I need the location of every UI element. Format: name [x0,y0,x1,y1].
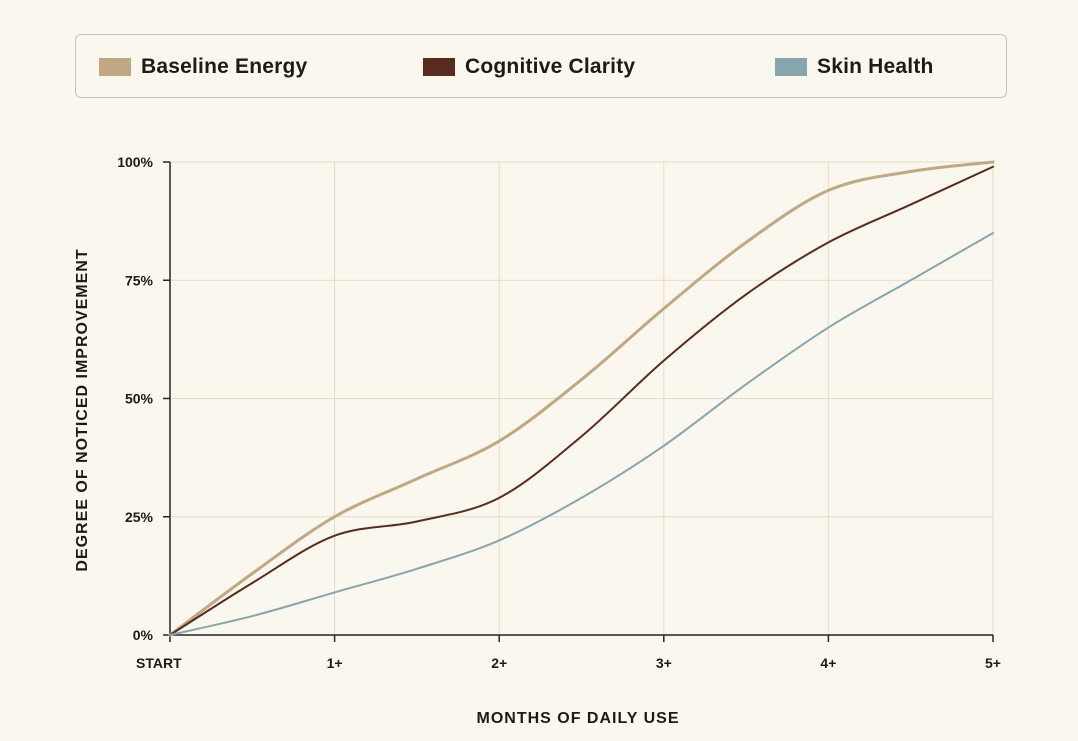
legend-item-skin-health: Skin Health [775,35,934,99]
legend-swatch-cognitive-clarity [423,58,455,76]
x-tick-label: 5+ [985,655,1001,671]
y-axis-title: DEGREE OF NOTICED IMPROVEMENT [74,248,91,571]
x-tick-label: START [136,655,182,671]
legend-item-cognitive-clarity: Cognitive Clarity [423,35,635,99]
chart-series [168,160,995,637]
legend-swatch-baseline-energy [99,58,131,76]
x-tick-label: 3+ [656,655,672,671]
y-tick-label: 100% [117,154,153,170]
chart-grid [170,161,994,635]
x-tick-label: 4+ [820,655,836,671]
y-tick-label: 50% [125,391,154,407]
legend-label-baseline-energy: Baseline Energy [141,55,308,78]
x-axis-title: MONTHS OF DAILY USE [476,710,679,727]
y-tick-label: 0% [133,627,154,643]
series-line-cognitive-clarity [169,165,994,636]
chart-legend: Baseline Energy Cognitive Clarity Skin H… [75,34,1007,98]
series-line-skin-health [169,231,994,636]
chart-tick-labels: START 1+ 2+ 3+ 4+ 5+ 0% 25% 50% 75% 100% [117,154,1001,671]
legend-label-cognitive-clarity: Cognitive Clarity [465,55,636,78]
chart-axes [163,161,994,642]
x-tick-label: 2+ [491,655,507,671]
legend-item-baseline-energy: Baseline Energy [99,35,307,99]
series-line-baseline-energy [168,160,995,637]
x-tick-label: 1+ [327,655,343,671]
legend-swatch-skin-health [775,58,807,76]
y-tick-label: 25% [125,509,154,525]
legend-label-skin-health: Skin Health [817,55,934,78]
y-tick-label: 75% [125,272,154,288]
